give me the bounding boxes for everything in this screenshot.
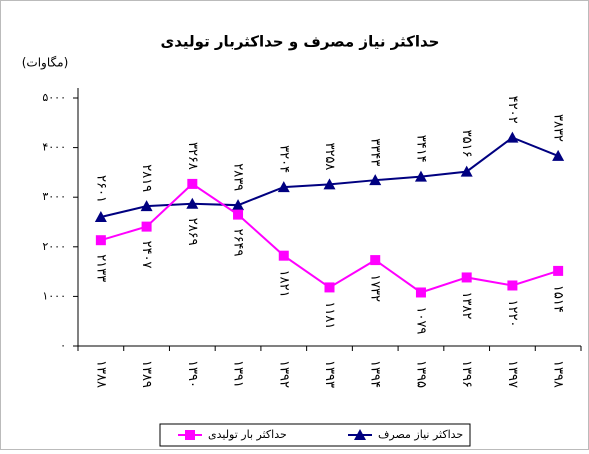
y-axis-label: (مگاوات) (22, 56, 69, 71)
y-tick-label: ۱۰۰۰ (42, 289, 66, 302)
data-label: ۳۲۶۸ (185, 142, 200, 170)
data-label: ۱۰۷۹ (413, 306, 428, 334)
y-tick-label: ۲۰۰۰ (42, 240, 66, 253)
point (461, 272, 472, 283)
legend-marker (185, 430, 195, 440)
point (278, 250, 289, 261)
point (186, 197, 199, 209)
data-label: ۲۶۴۹ (231, 229, 246, 257)
point (141, 221, 152, 232)
data-label: ۲۸۳۹ (231, 163, 246, 191)
x-tick-label: ۱۳۸۸ (93, 360, 108, 388)
data-label: ۳۸۳۲ (551, 114, 566, 142)
data-label: ۲۱۳۳ (93, 254, 108, 282)
data-label: ۱۳۸۲ (459, 291, 474, 319)
legend-box (159, 423, 471, 447)
x-tick-label: ۱۳۹۲ (276, 360, 291, 388)
data-label: ۴۲۰۲ (505, 96, 520, 124)
point (369, 174, 382, 186)
y-tick-label: ۰ (60, 339, 66, 352)
point (323, 178, 336, 190)
data-label: ۳۲۰۴ (276, 145, 291, 173)
x-tick-label: ۱۳۸۹ (139, 360, 154, 388)
point (460, 165, 473, 177)
point (370, 255, 381, 266)
x-tick-label: ۱۳۹۶ (459, 360, 474, 388)
data-label: ۲۶۰۱ (93, 175, 108, 203)
point (140, 200, 153, 212)
x-tick-label: ۱۳۹۷ (505, 360, 520, 388)
data-label: ۳۲۵۸ (322, 142, 337, 170)
data-label: ۱۸۲۱ (276, 270, 291, 298)
legend-label: حداکثر نیاز مصرف (378, 428, 463, 441)
point (415, 287, 426, 298)
chart-title: حداکثر نیاز مصرف و حداکثربار تولیدی (161, 33, 440, 51)
data-label: ۳۴۱۴ (413, 135, 428, 163)
point (506, 131, 519, 143)
x-tick-label: ۱۳۹۳ (322, 360, 337, 388)
point (553, 265, 564, 276)
x-tick-label: ۱۳۹۰ (185, 360, 200, 388)
point (277, 181, 290, 193)
data-label: ۲۴۰۷ (139, 241, 154, 269)
point (94, 210, 107, 222)
point (414, 170, 427, 182)
x-tick-label: ۱۳۹۸ (551, 360, 566, 388)
data-label: ۳۵۱۶ (459, 130, 474, 158)
data-label: ۱۲۲۰ (505, 299, 520, 327)
point (507, 280, 518, 291)
data-label: ۱۷۳۲ (368, 274, 383, 302)
point (187, 178, 198, 189)
point (552, 149, 565, 161)
point (232, 199, 245, 211)
y-tick-label: ۴۰۰۰ (42, 141, 66, 154)
y-tick-label: ۵۰۰۰ (42, 91, 66, 104)
x-tick-label: ۱۳۹۱ (231, 360, 246, 388)
x-tick-label: ۱۳۹۴ (368, 360, 383, 388)
data-label: ۳۳۴۳ (368, 138, 383, 166)
series-line (100, 182, 559, 294)
data-label: ۱۱۸۱ (322, 301, 337, 329)
data-label: ۲۸۶۹ (185, 218, 200, 246)
point (324, 282, 335, 293)
data-label: ۱۵۱۴ (551, 285, 566, 313)
x-tick-label: ۱۳۹۵ (413, 360, 428, 388)
data-label: ۲۸۱۹ (139, 164, 154, 192)
legend-label: حداکثر بار تولیدی (208, 428, 287, 441)
legend-marker (354, 429, 366, 440)
y-tick-label: ۳۰۰۰ (42, 190, 66, 203)
point (95, 235, 106, 246)
point (233, 209, 244, 220)
